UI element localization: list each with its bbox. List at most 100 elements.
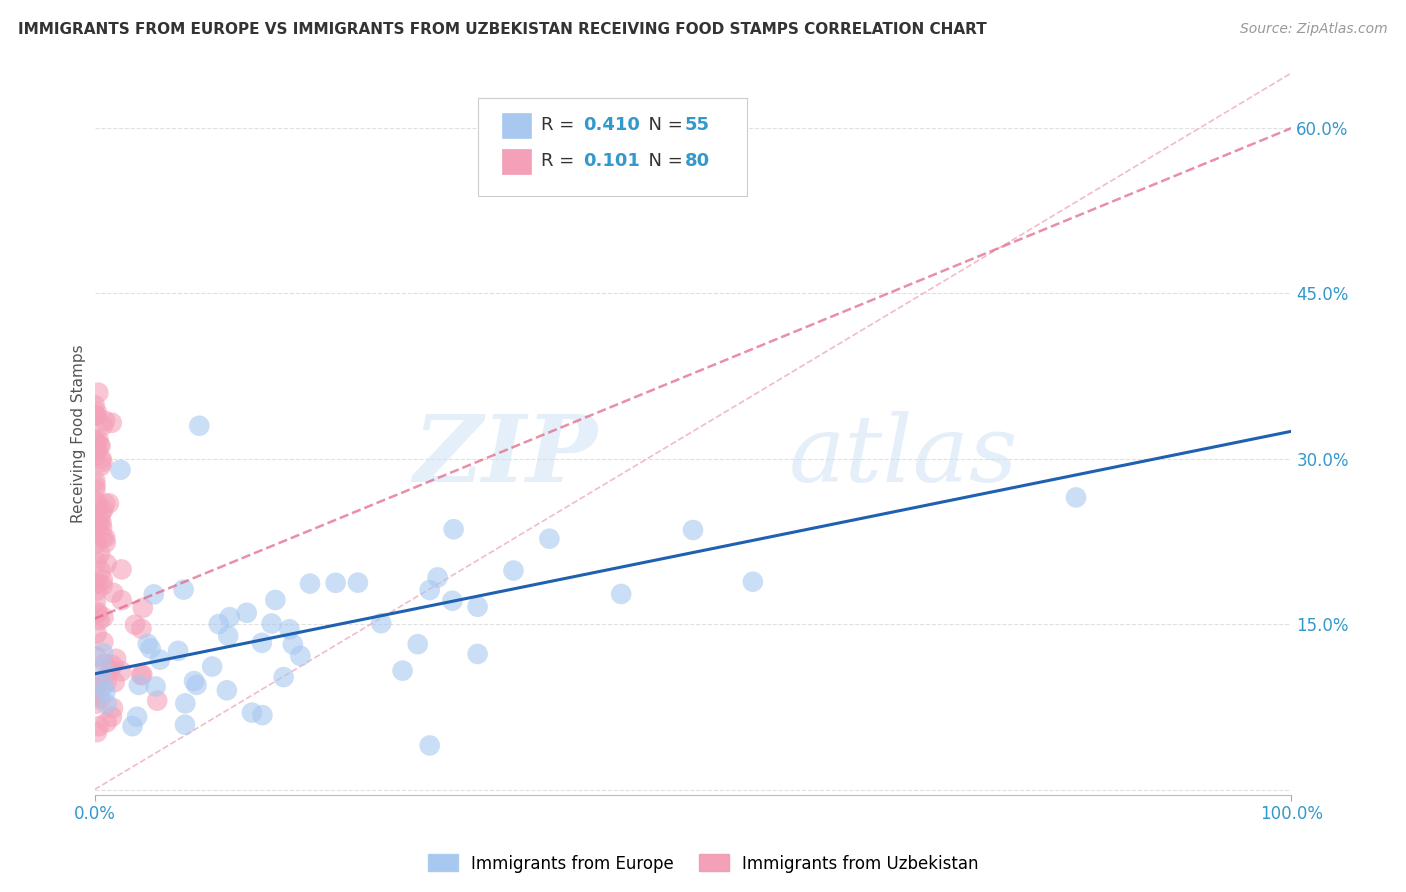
Point — [325, 575, 347, 590]
Point — [86, 537, 108, 551]
Point — [91, 662, 114, 676]
Point — [86, 681, 108, 696]
Point — [89, 546, 111, 560]
Point — [89, 691, 111, 706]
Point — [186, 678, 208, 692]
Point — [91, 646, 114, 660]
Point — [236, 606, 259, 620]
Point — [419, 739, 441, 753]
Point — [87, 499, 110, 513]
Point — [218, 610, 240, 624]
Point — [84, 409, 107, 423]
Point — [406, 637, 429, 651]
Point — [139, 641, 162, 656]
Point — [260, 616, 283, 631]
Point — [1064, 491, 1087, 505]
Point — [97, 496, 120, 510]
Point — [83, 690, 105, 704]
Point — [86, 649, 108, 664]
Point — [89, 515, 111, 529]
Point — [502, 564, 524, 578]
Point — [93, 610, 115, 624]
Point — [86, 435, 108, 450]
Point — [298, 576, 321, 591]
Point — [290, 648, 312, 663]
FancyBboxPatch shape — [502, 149, 531, 174]
Point — [347, 575, 370, 590]
Point — [90, 516, 112, 530]
Point — [419, 582, 441, 597]
Point — [84, 483, 107, 497]
Point — [215, 683, 238, 698]
Point — [278, 622, 301, 636]
Point — [110, 562, 132, 576]
Point — [443, 522, 465, 536]
Text: ZIP: ZIP — [413, 410, 598, 500]
Point — [83, 398, 105, 412]
Point — [100, 416, 122, 430]
Point — [84, 575, 107, 590]
Point — [87, 719, 110, 733]
Point — [201, 659, 224, 673]
Point — [128, 678, 150, 692]
Point — [94, 657, 117, 671]
Point — [136, 637, 159, 651]
Point — [89, 613, 111, 627]
Point — [90, 458, 112, 473]
Point — [86, 725, 108, 739]
Point — [98, 664, 121, 678]
Point — [125, 710, 148, 724]
Point — [110, 463, 132, 477]
Point — [101, 658, 124, 673]
Point — [91, 530, 114, 544]
Text: R =: R = — [541, 116, 581, 134]
Point — [86, 607, 108, 621]
Point — [87, 385, 110, 400]
Point — [273, 670, 295, 684]
Point — [90, 506, 112, 520]
Point — [86, 444, 108, 458]
FancyBboxPatch shape — [502, 112, 531, 138]
Point — [96, 557, 118, 571]
Y-axis label: Receiving Food Stamps: Receiving Food Stamps — [72, 344, 86, 524]
Text: 0.410: 0.410 — [583, 116, 640, 134]
Point — [91, 503, 114, 517]
Text: N =: N = — [637, 116, 689, 134]
Point — [240, 706, 263, 720]
Point — [90, 564, 112, 578]
Point — [131, 668, 153, 682]
Point — [129, 668, 152, 682]
Point — [467, 599, 489, 614]
Point — [208, 617, 231, 632]
Point — [142, 587, 165, 601]
Point — [96, 675, 118, 690]
Point — [84, 697, 107, 711]
Point — [87, 576, 110, 591]
Point — [131, 622, 153, 636]
Point — [111, 593, 134, 607]
Point — [86, 555, 108, 569]
Point — [94, 535, 117, 549]
Text: 80: 80 — [685, 152, 710, 170]
Point — [93, 635, 115, 649]
Point — [167, 644, 190, 658]
Point — [84, 494, 107, 508]
Point — [87, 432, 110, 446]
Point — [121, 719, 143, 733]
Text: Source: ZipAtlas.com: Source: ZipAtlas.com — [1240, 22, 1388, 37]
Point — [91, 418, 114, 433]
Point — [91, 520, 114, 534]
Point — [104, 675, 127, 690]
Point — [441, 593, 464, 607]
Point — [682, 523, 704, 537]
Point — [94, 531, 117, 545]
Point — [101, 701, 124, 715]
Point — [174, 717, 197, 731]
Legend: Immigrants from Europe, Immigrants from Uzbekistan: Immigrants from Europe, Immigrants from … — [420, 847, 986, 880]
Point — [110, 665, 132, 679]
Point — [86, 626, 108, 640]
Text: N =: N = — [637, 152, 689, 170]
Point — [94, 497, 117, 511]
Point — [90, 451, 112, 466]
Point — [86, 605, 108, 619]
